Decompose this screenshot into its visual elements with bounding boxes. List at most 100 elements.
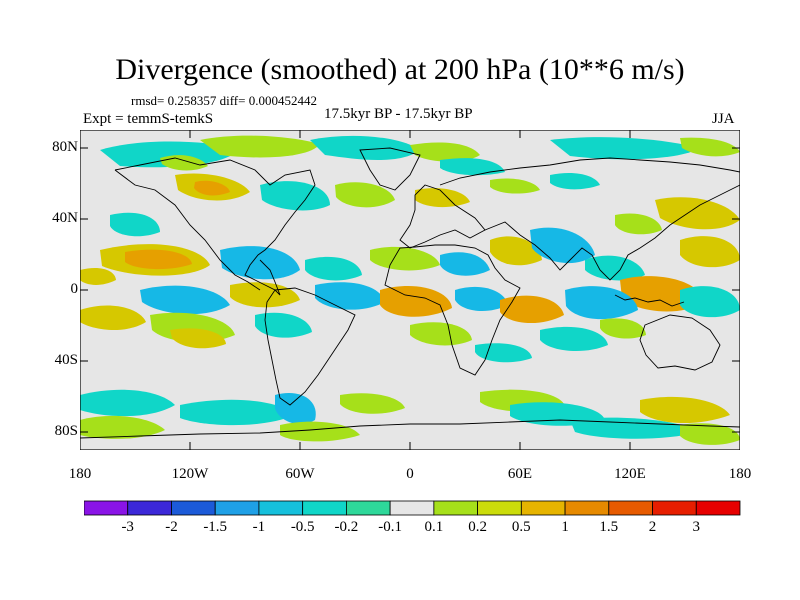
stats-label: rmsd= 0.258357 diff= 0.000452442 <box>131 93 317 108</box>
divergence-region <box>550 137 700 160</box>
divergence-region <box>80 415 165 439</box>
colorbar-label: -3 <box>121 519 134 535</box>
divergence-region <box>455 286 508 312</box>
divergence-region <box>440 252 490 276</box>
colorbar-cell <box>477 500 522 516</box>
divergence-region <box>170 328 226 349</box>
divergence-region <box>380 286 452 317</box>
divergence-region <box>680 286 740 318</box>
divergence-region <box>100 141 240 168</box>
season-label: JJA <box>712 111 735 127</box>
colorbar-cell <box>127 500 172 516</box>
divergence-region <box>200 135 320 158</box>
divergence-region <box>490 236 542 266</box>
colorbar-label: -1.5 <box>203 519 228 535</box>
divergence-region <box>80 268 116 285</box>
colorbar-label: 3 <box>692 519 701 535</box>
divergence-region <box>140 285 230 315</box>
divergence-region <box>255 312 312 338</box>
colorbar-label: -2 <box>165 519 178 535</box>
colorbar-label: -1 <box>252 519 266 535</box>
colorbar-cell <box>389 500 435 516</box>
coast-greenland <box>359 147 421 191</box>
divergence-region <box>615 213 662 235</box>
divergence-region <box>310 135 420 160</box>
coast-antarctica <box>80 419 740 439</box>
divergence-region <box>680 236 740 268</box>
divergence-region <box>540 326 608 352</box>
lon-label-60e: 60E <box>507 466 533 482</box>
coast-australia <box>639 314 721 371</box>
coast-south-america <box>264 287 356 406</box>
lon-label-180e: 180 <box>728 466 752 482</box>
divergence-region <box>410 322 472 346</box>
lat-label-80s: 80S <box>54 423 78 439</box>
coast-west-america <box>114 169 261 291</box>
axis-ticks <box>80 130 740 450</box>
divergence-region <box>315 282 385 310</box>
experiment-label: Expt = temmS-temkS <box>83 111 214 127</box>
divergence-region <box>180 399 295 426</box>
divergence-region <box>230 282 300 308</box>
divergence-region <box>80 305 146 330</box>
coast-north-asia <box>439 157 740 186</box>
divergence-field <box>80 135 740 445</box>
colorbar-label: -0.2 <box>334 519 359 535</box>
colorbar-cell <box>433 500 478 516</box>
divergence-region <box>585 255 645 281</box>
lon-label-120e: 120E <box>614 466 646 482</box>
divergence-region <box>500 295 564 324</box>
lon-label-180w: 180 <box>68 466 92 482</box>
divergence-region <box>340 393 405 414</box>
colorbar-label: -0.5 <box>290 519 315 535</box>
coastlines <box>80 147 740 439</box>
colorbar-cell <box>608 500 653 516</box>
colorbar-cell <box>520 500 566 516</box>
period-label: 17.5kyr BP - 17.5kyr BP <box>324 106 473 122</box>
colorbar-cell <box>171 500 216 516</box>
colorbar-cell <box>652 500 697 516</box>
colorbar-cell <box>564 500 610 516</box>
colorbar-cell <box>302 500 347 516</box>
colorbar-label: 0.1 <box>424 519 444 535</box>
divergence-region <box>415 188 470 208</box>
lat-label-40s: 40S <box>54 352 78 368</box>
lat-label-0: 0 <box>70 281 79 297</box>
colorbar-label: 1 <box>561 519 569 535</box>
colorbar-cell <box>214 500 260 516</box>
divergence-region <box>570 417 700 439</box>
divergence-region <box>550 173 600 190</box>
divergence-region <box>370 246 440 271</box>
lon-label-0: 0 <box>406 466 414 482</box>
divergence-region <box>410 142 480 162</box>
coast-indonesia <box>614 294 685 307</box>
divergence-region <box>220 246 300 280</box>
divergence-region <box>440 158 505 176</box>
divergence-map <box>80 130 740 450</box>
colorbar-cell <box>345 500 391 516</box>
colorbar-cell <box>258 500 304 516</box>
plot-title: Divergence (smoothed) at 200 hPa (10**6 … <box>115 53 685 86</box>
colorbar-cell <box>84 500 129 516</box>
divergence-region <box>680 137 740 157</box>
lat-label-40n: 40N <box>52 210 78 226</box>
coast-africa <box>384 244 521 376</box>
divergence-region <box>125 249 192 270</box>
divergence-region <box>194 180 230 196</box>
divergence-region <box>275 392 316 425</box>
divergence-region <box>640 396 730 424</box>
coast-europe <box>399 184 486 249</box>
coast-asia <box>484 184 740 281</box>
divergence-region <box>280 421 360 442</box>
lon-label-120w: 120W <box>171 466 209 482</box>
colorbar-label: 0.2 <box>468 519 487 535</box>
colorbar-label: 2 <box>648 519 657 535</box>
divergence-region <box>80 389 175 417</box>
divergence-region <box>335 182 395 208</box>
divergence-region <box>110 212 160 237</box>
colorbar-label: 0.5 <box>511 519 531 535</box>
divergence-region <box>305 256 362 281</box>
lon-label-60w: 60W <box>285 466 315 482</box>
divergence-region <box>565 286 638 320</box>
colorbar-cell <box>695 500 741 516</box>
